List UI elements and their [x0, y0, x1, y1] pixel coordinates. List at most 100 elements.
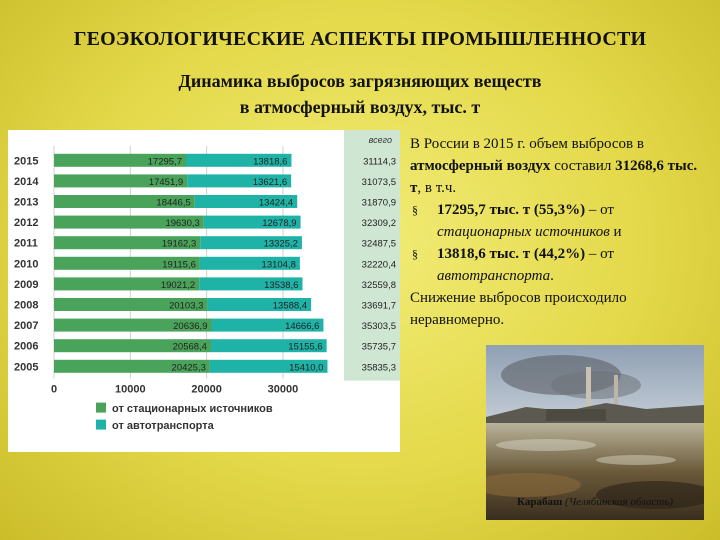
bar-stationary [54, 359, 210, 373]
paragraph-total: В России в 2015 г. объем выбросов в атмо… [410, 133, 710, 199]
year-label: 2006 [14, 341, 38, 353]
data-label-transport: 15410,0 [289, 362, 323, 373]
year-label: 2015 [14, 155, 38, 167]
chart-subtitle: Динамика выбросов загрязняющих веществ в… [0, 68, 720, 120]
karabash-photo [486, 345, 704, 520]
totals-header: всего [369, 135, 392, 145]
data-label-stationary: 20568,4 [173, 342, 207, 353]
bar-stationary [54, 236, 201, 250]
year-label: 2005 [14, 361, 38, 373]
p1-text-a: В России в 2015 г. объем выбросов в [410, 136, 644, 152]
data-label-transport: 13621,6 [253, 177, 287, 188]
year-label: 2013 [14, 197, 38, 209]
b1-text-d: и [609, 224, 622, 240]
data-label-transport: 13325,2 [264, 239, 298, 250]
data-label-total: 31114,3 [363, 156, 396, 167]
data-label-transport: 13424,4 [259, 198, 293, 209]
subtitle-line-1: Динамика выбросов загрязняющих веществ [178, 71, 542, 91]
data-label-stationary: 20425,3 [172, 362, 206, 373]
data-label-transport: 12678,9 [262, 218, 296, 229]
paragraph-conclusion: Снижение выбросов происходило неравномер… [410, 290, 627, 328]
caption-place: Карабаш [517, 496, 563, 508]
data-label-stationary: 19115,6 [162, 259, 196, 270]
p1-text-d: 31268,6 тыс. т [410, 158, 698, 196]
bullet-marker: § [412, 203, 418, 217]
b2-text-d: . [550, 268, 554, 284]
bar-transport [200, 236, 302, 250]
data-label-stationary: 17451,9 [149, 177, 183, 188]
data-label-total: 31870,9 [362, 198, 396, 209]
bar-stationary [54, 153, 186, 167]
b2-text-b: – от [585, 246, 614, 262]
p1-text-b: атмосферный воздух [410, 158, 551, 174]
bar-stationary [54, 195, 195, 208]
bullet-marker: § [412, 247, 418, 261]
bar-transport [210, 339, 327, 353]
data-label-total: 32487,5 [362, 239, 396, 250]
data-label-total: 32220,4 [362, 259, 396, 270]
bar-transport [207, 298, 312, 311]
x-tick-label: 10000 [115, 384, 146, 396]
data-label-transport: 15155,6 [288, 342, 322, 353]
bar-stationary [54, 174, 188, 188]
photo-caption: Карабаш (Челябинская область) [486, 496, 704, 508]
data-label-total: 31073,5 [362, 177, 396, 188]
data-label-total: 33691,7 [362, 301, 396, 312]
bar-stationary [54, 215, 204, 229]
data-label-total: 35735,7 [362, 342, 396, 353]
b1-text-c: стационарных источников [437, 224, 610, 240]
data-label-stationary: 19162,3 [162, 239, 196, 250]
legend-swatch-stationary [96, 402, 106, 413]
data-label-stationary: 20103,3 [169, 301, 203, 312]
bullet-stationary: § 17295,7 тыс. т (55,3%) – от стационарн… [410, 199, 710, 243]
data-label-transport: 13818,6 [253, 156, 287, 167]
bullet-transport: § 13818,6 тыс. т (44,2%) – от автотрансп… [410, 243, 710, 287]
data-label-stationary: 20636,9 [173, 321, 207, 332]
b2-text-a: 13818,6 тыс. т (44,2%) [437, 246, 586, 262]
data-label-transport: 13104,8 [262, 259, 296, 270]
chart-svg: всего 0 10000 20000 30000 2015 17295,7 13818,6 3… [14, 130, 400, 432]
bar-transport [203, 215, 301, 229]
data-label-transport: 13538,6 [264, 280, 298, 291]
bar-stationary [54, 318, 212, 332]
bar-transport [199, 256, 300, 270]
year-label: 2008 [14, 300, 38, 312]
description-text: В России в 2015 г. объем выбросов в атмо… [410, 133, 710, 331]
p1-text-e: , в т.ч. [417, 180, 457, 196]
legend-label-stationary: от стационарных источников [112, 403, 273, 415]
x-tick-label: 0 [51, 384, 57, 396]
legend-swatch-transport [96, 419, 106, 430]
x-tick-label: 30000 [268, 384, 299, 396]
year-label: 2014 [14, 176, 39, 188]
data-label-total: 32559,8 [362, 280, 396, 291]
bar-transport [209, 359, 328, 373]
subtitle-line-2: в атмосферный воздух, тыс. т [239, 97, 481, 117]
bar-transport [185, 153, 292, 167]
b1-text-b: – от [585, 202, 614, 218]
data-label-stationary: 17295,7 [148, 156, 182, 167]
slide-title: ГЕОЭКОЛОГИЧЕСКИЕ АСПЕКТЫ ПРОМЫШЛЕННОСТИ [73, 28, 647, 50]
year-label: 2010 [14, 258, 38, 270]
b2-text-c: автотранспорта [437, 268, 551, 284]
industrial-landscape-image [486, 345, 704, 520]
year-label: 2009 [14, 279, 38, 291]
p1-text-c: составил [550, 158, 616, 174]
bar-transport [211, 318, 324, 332]
bar-transport [187, 174, 292, 188]
caption-region: (Челябинская область) [562, 496, 673, 508]
data-label-stationary: 19630,3 [165, 218, 199, 229]
data-label-stationary: 18446,5 [156, 198, 190, 209]
b1-text-a: 17295,7 тыс. т (55,3%) [437, 202, 586, 218]
data-label-total: 32309,2 [362, 218, 396, 229]
year-label: 2011 [14, 238, 38, 250]
x-tick-label: 20000 [191, 384, 222, 396]
bar-transport [199, 277, 303, 291]
data-label-transport: 13588,4 [273, 301, 307, 312]
bar-stationary [54, 298, 208, 311]
data-label-total: 35303,5 [362, 321, 396, 332]
year-label: 2012 [14, 217, 38, 229]
bar-stationary [54, 339, 211, 353]
emissions-chart: всего 0 10000 20000 30000 2015 17295,7 13818,6 3… [8, 130, 400, 452]
year-label: 2007 [14, 320, 38, 332]
bar-stationary [54, 256, 200, 270]
